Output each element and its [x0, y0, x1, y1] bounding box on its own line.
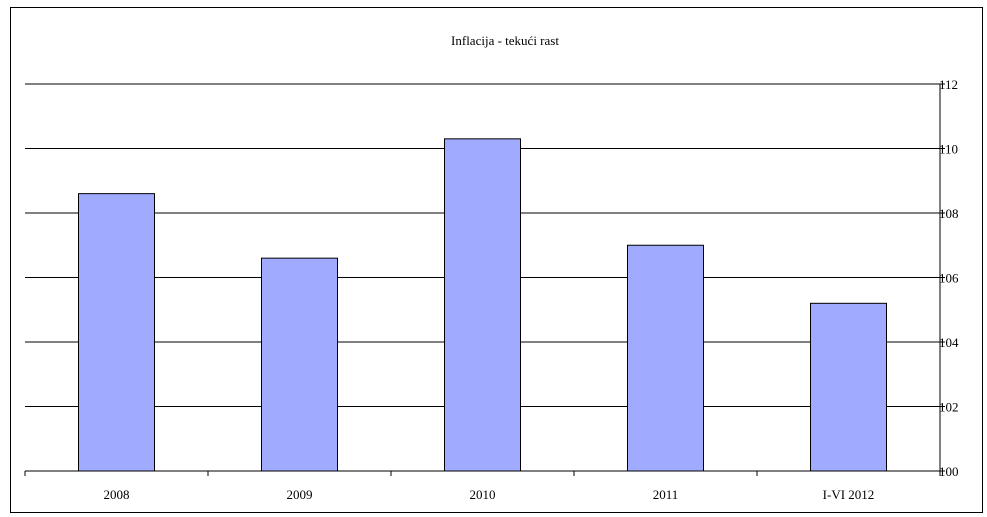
x-tick-label: I-VI 2012	[823, 487, 875, 502]
chart-title: Inflacija - tekući rast	[451, 33, 559, 48]
x-tick-label: 2008	[104, 487, 130, 502]
y-tick-label: 112	[939, 77, 958, 92]
bar-2011	[627, 244, 704, 472]
y-tick-label: 104	[939, 335, 959, 350]
bars	[78, 138, 887, 472]
y-tick-labels: 100 102 104 106 108 110 112	[939, 77, 959, 479]
y-tick-label: 102	[939, 400, 959, 415]
axes	[24, 83, 945, 476]
x-tick-label: 2009	[287, 487, 313, 502]
y-tick-label: 108	[939, 206, 959, 221]
bar-2009	[261, 257, 338, 472]
x-tick-labels: 2008 2009 2010 2011 I-VI 2012	[104, 487, 875, 502]
y-tick-label: 106	[939, 271, 959, 286]
bar-2010	[444, 138, 521, 472]
y-tick-label: 110	[939, 142, 958, 157]
x-tick-label: 2010	[470, 487, 496, 502]
y-tick-label: 100	[939, 464, 959, 479]
x-tick-label: 2011	[653, 487, 679, 502]
bar-2008	[78, 193, 155, 472]
bar-i-vi-2012	[810, 302, 887, 472]
